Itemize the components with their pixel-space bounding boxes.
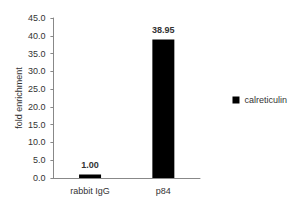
svg-text:1.00: 1.00 xyxy=(81,160,99,170)
svg-text:fold enrichment: fold enrichment xyxy=(14,67,24,129)
svg-text:15.0: 15.0 xyxy=(28,120,46,130)
svg-text:40.0: 40.0 xyxy=(28,31,46,41)
svg-text:rabbit IgG: rabbit IgG xyxy=(70,186,110,196)
svg-text:5.0: 5.0 xyxy=(33,155,46,165)
svg-text:p84: p84 xyxy=(156,186,171,196)
svg-text:calreticulin: calreticulin xyxy=(244,95,287,105)
svg-text:10.0: 10.0 xyxy=(28,137,46,147)
svg-text:45.0: 45.0 xyxy=(28,13,46,23)
svg-text:30.0: 30.0 xyxy=(28,66,46,76)
svg-text:38.95: 38.95 xyxy=(152,25,175,35)
svg-text:35.0: 35.0 xyxy=(28,49,46,59)
svg-text:0.0: 0.0 xyxy=(33,173,46,183)
svg-text:20.0: 20.0 xyxy=(28,102,46,112)
svg-text:25.0: 25.0 xyxy=(28,84,46,94)
